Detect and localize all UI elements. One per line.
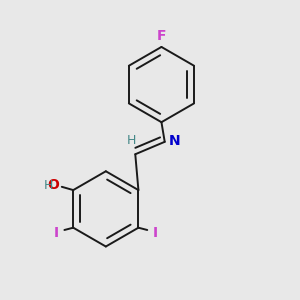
Text: H: H bbox=[127, 134, 136, 147]
Text: H: H bbox=[43, 179, 52, 192]
Text: F: F bbox=[157, 29, 166, 43]
Text: O: O bbox=[48, 178, 59, 193]
Text: I: I bbox=[153, 226, 158, 240]
Text: I: I bbox=[54, 226, 59, 240]
Text: N: N bbox=[169, 134, 181, 148]
